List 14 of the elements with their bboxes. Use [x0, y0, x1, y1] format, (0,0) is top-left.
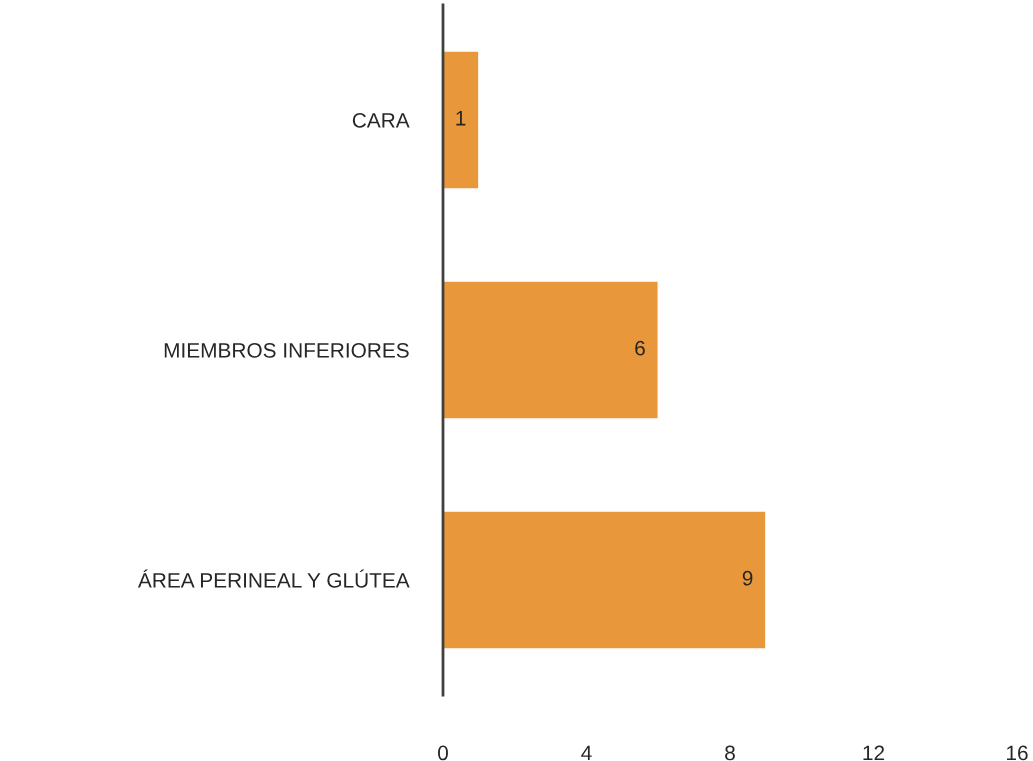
x-tick-label: 12 [863, 745, 885, 761]
data-label: 6 [635, 340, 645, 356]
x-tick-label: 16 [1007, 745, 1028, 761]
y-tick-label: MIEMBROS INFERIORES [164, 343, 409, 358]
bar [443, 50, 480, 190]
bar [443, 280, 659, 420]
y-tick-label: CARA [352, 113, 410, 128]
y-tick-label: ÁREA PERINEAL Y GLÚTEA [137, 569, 410, 588]
data-label: 1 [456, 111, 466, 126]
x-tick-label: 0 [438, 745, 448, 761]
x-tick-label: 8 [725, 745, 735, 761]
x-tick-label: 4 [581, 745, 592, 761]
bar [443, 510, 767, 650]
data-label: 9 [742, 570, 753, 586]
